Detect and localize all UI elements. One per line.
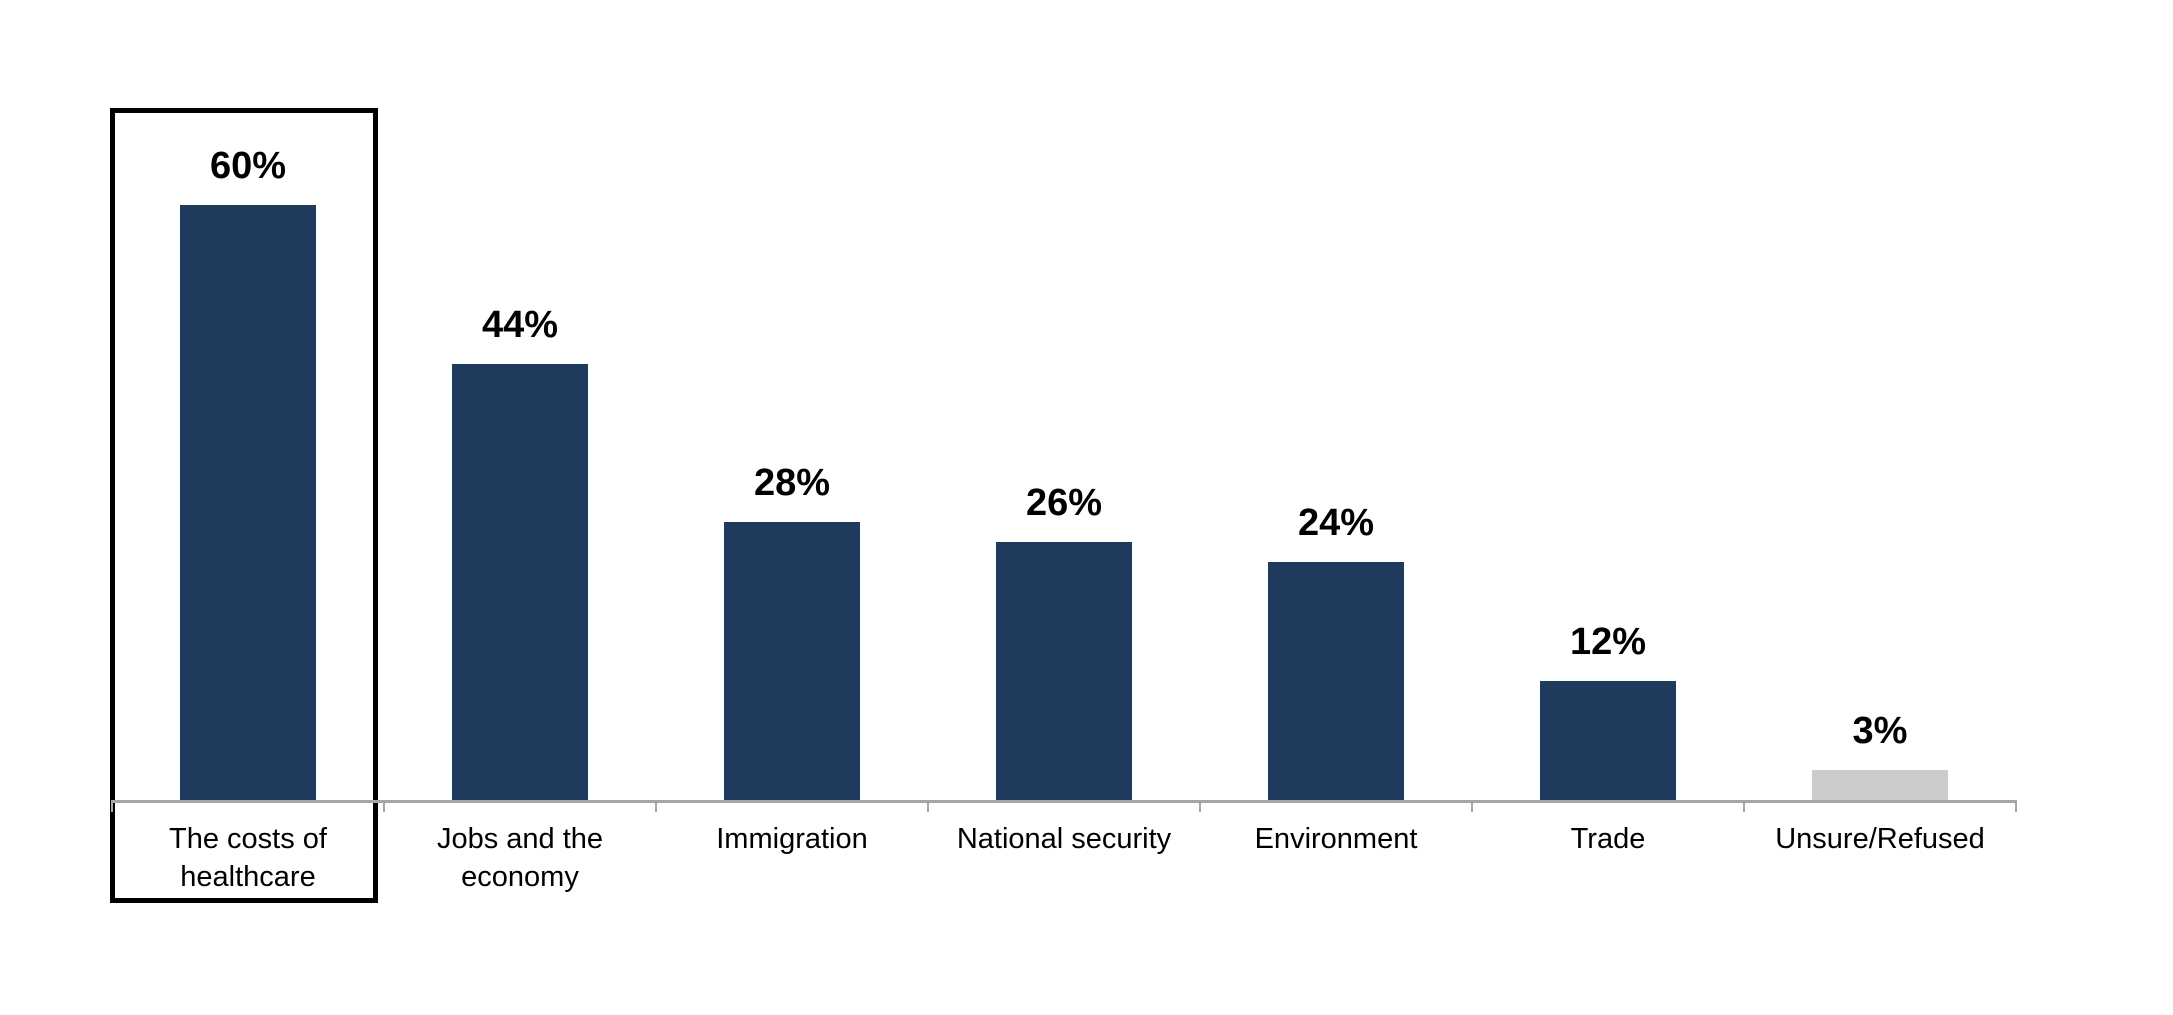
bar-value-label: 3% <box>1852 710 1908 752</box>
bar <box>724 522 860 800</box>
bar-category-label: The costs of healthcare <box>169 823 327 893</box>
bar-category-label: Unsure/Refused <box>1775 823 1985 855</box>
axis-tick <box>1199 800 1201 812</box>
x-axis-line <box>112 800 2016 803</box>
bar-category-label: Trade <box>1570 823 1646 855</box>
bar-value-label: 60% <box>209 145 287 187</box>
bar <box>452 364 588 800</box>
axis-tick <box>1471 800 1473 812</box>
highlight-box <box>110 108 378 903</box>
bar-value-label: 24% <box>1297 502 1375 544</box>
bar <box>1540 681 1676 800</box>
axis-tick <box>111 800 113 812</box>
axis-tick <box>1743 800 1745 812</box>
bar-slot: 26% National security <box>928 0 1200 1015</box>
bar-category-label: Environment <box>1254 823 1418 855</box>
bar <box>996 542 1132 800</box>
bar-slot: 44% Jobs and the economy <box>384 0 656 1015</box>
bar-value-label: 28% <box>753 462 831 504</box>
bar-value-label: 26% <box>1025 482 1103 524</box>
bar-slot: 12% Trade <box>1472 0 1744 1015</box>
bar-category-label: National security <box>956 823 1172 855</box>
bar-slot: 28% Immigration <box>656 0 928 1015</box>
axis-tick <box>2015 800 2017 812</box>
bar-category-label: Immigration <box>716 823 868 855</box>
bar-slot: 3% Unsure/Refused <box>1744 0 2016 1015</box>
axis-tick <box>927 800 929 812</box>
axis-tick <box>383 800 385 812</box>
axis-tick <box>655 800 657 812</box>
bar <box>180 205 316 800</box>
bar-slot: 24% Environment <box>1200 0 1472 1015</box>
bar-slot: 60% The costs of healthcare <box>112 0 384 1015</box>
bar <box>1268 562 1404 800</box>
bar-category-label: Jobs and the economy <box>436 823 604 893</box>
bar-value-label: 12% <box>1569 621 1647 663</box>
bar <box>1812 770 1948 800</box>
bar-value-label: 44% <box>481 304 559 346</box>
